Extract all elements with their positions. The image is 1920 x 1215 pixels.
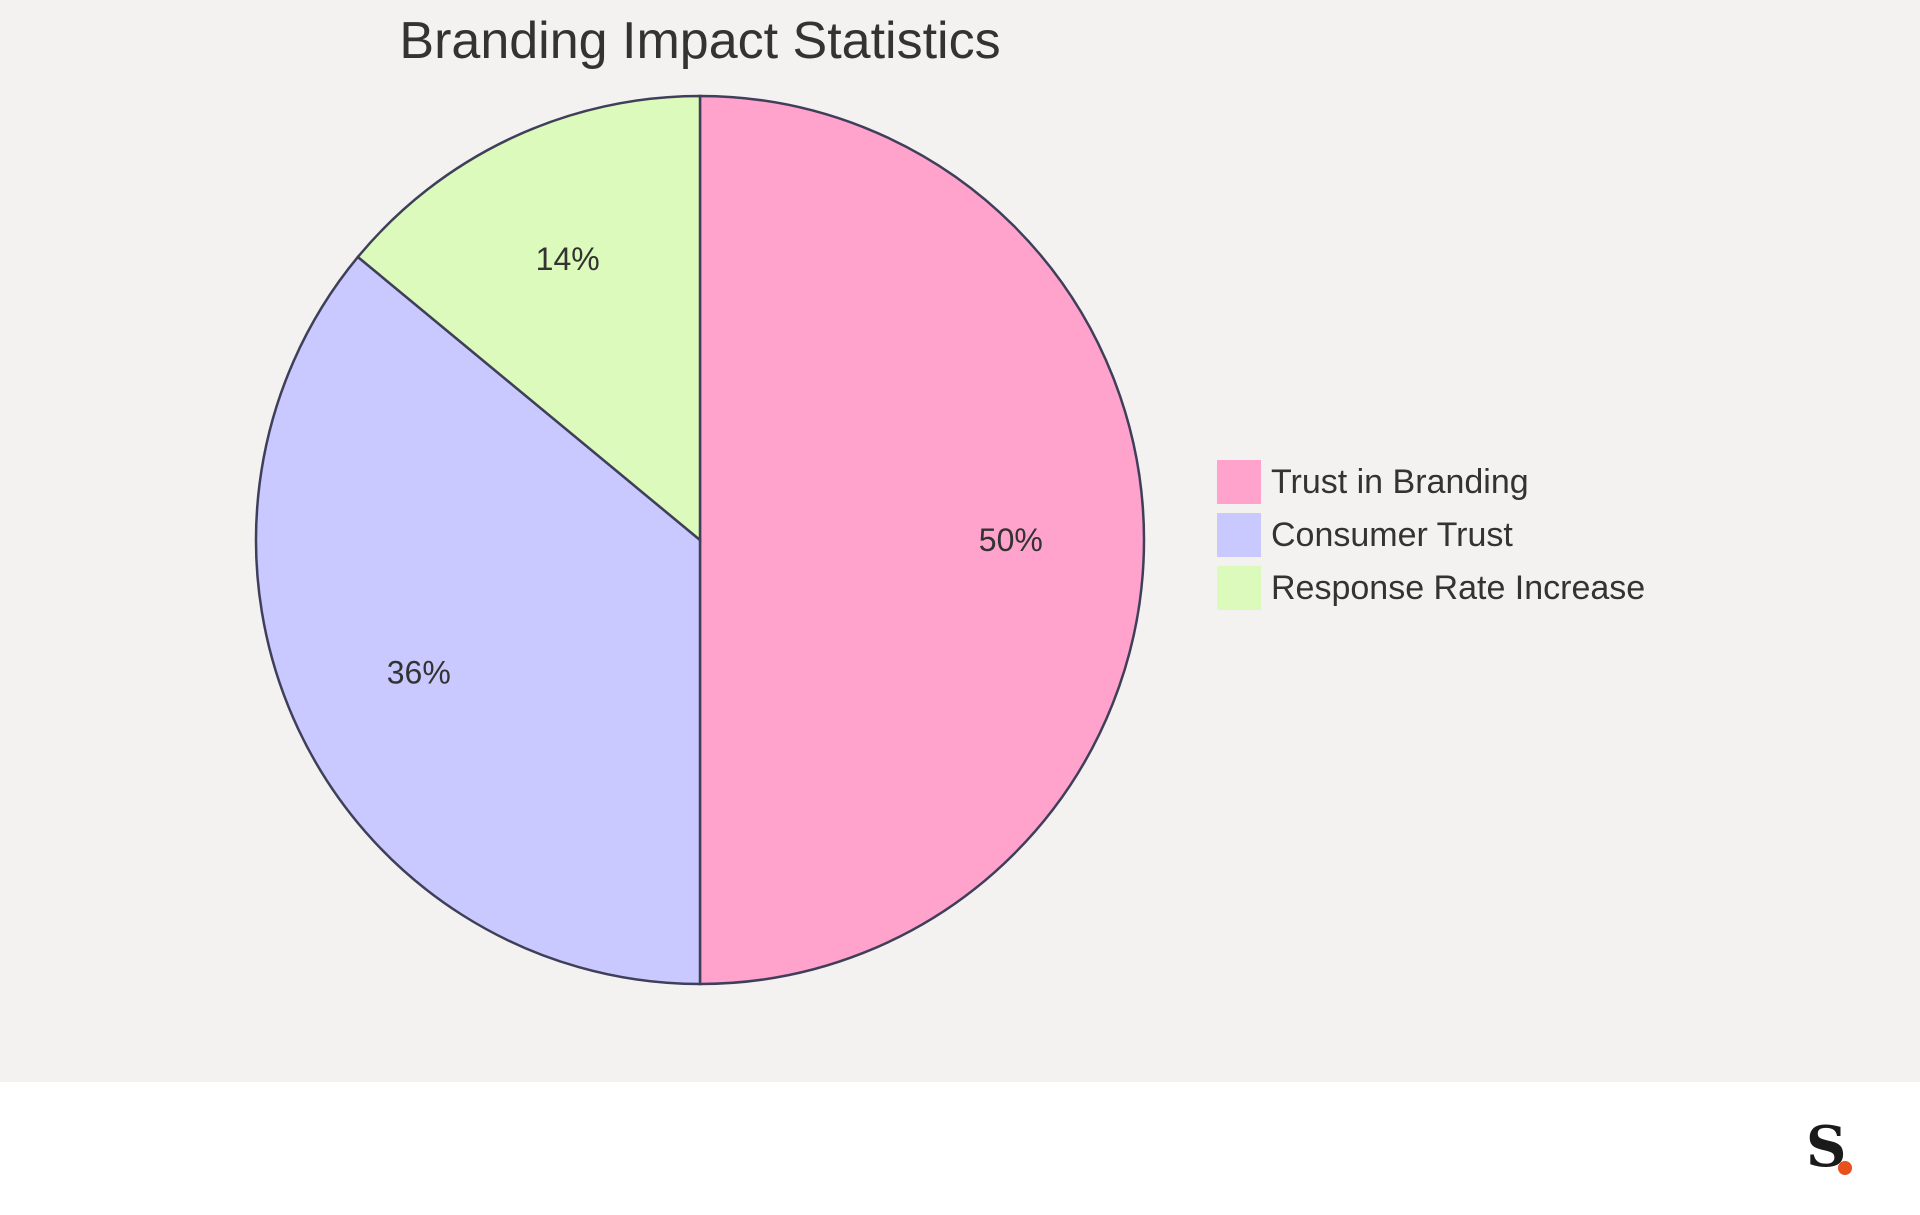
logo-dot-icon bbox=[1838, 1161, 1852, 1175]
chart-area: Branding Impact Statistics 50% 36% 14% Tru… bbox=[0, 0, 1920, 1082]
pie-slice-trust-in-branding bbox=[698, 94, 1146, 986]
legend-swatch-consumer-trust bbox=[1217, 513, 1261, 557]
legend: Trust in Branding Consumer Trust Response … bbox=[1217, 460, 1645, 610]
pie-slices bbox=[254, 94, 1146, 986]
brand-s-logo-icon: S bbox=[1806, 1119, 1866, 1181]
chart-title: Branding Impact Statistics bbox=[399, 12, 1000, 70]
pie-slice-consumer-trust bbox=[254, 255, 702, 986]
pie-slice-response-rate-increase bbox=[356, 94, 702, 543]
legend-swatch-response-rate-increase bbox=[1217, 566, 1261, 610]
legend-label-response-rate-increase: Response Rate Increase bbox=[1271, 569, 1645, 607]
pie-slice-labels: 50% 36% 14% bbox=[387, 241, 1043, 691]
slice-label-trust-in-branding: 50% bbox=[979, 522, 1043, 558]
pie-chart: Branding Impact Statistics 50% 36% 14% Tru… bbox=[254, 12, 1645, 986]
legend-swatch-trust-in-branding bbox=[1217, 460, 1261, 504]
slice-label-response-rate-increase: 14% bbox=[536, 241, 600, 277]
legend-label-trust-in-branding: Trust in Branding bbox=[1271, 463, 1529, 501]
slice-label-consumer-trust: 36% bbox=[387, 654, 451, 690]
footer bbox=[0, 1082, 1920, 1215]
legend-label-consumer-trust: Consumer Trust bbox=[1271, 516, 1513, 554]
